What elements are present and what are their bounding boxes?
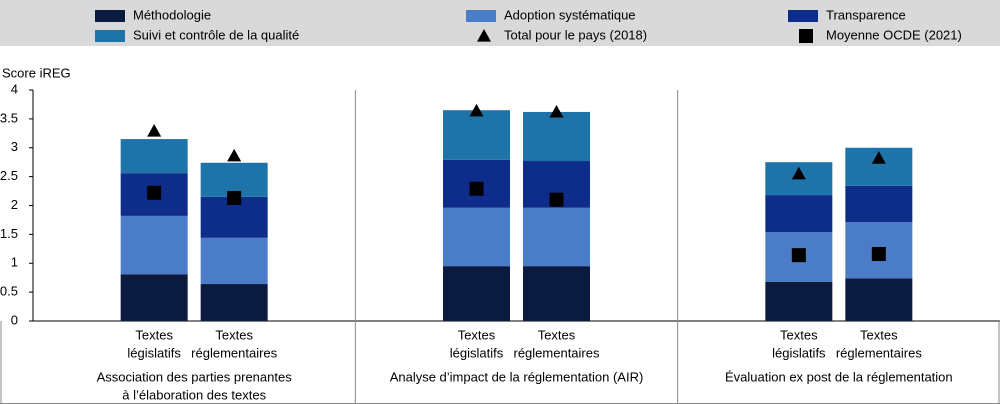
legend-label: Transparence xyxy=(826,7,906,22)
y-tick-label: 0.5 xyxy=(0,284,18,299)
square-marker xyxy=(147,185,162,200)
y-axis-label: Score iREG xyxy=(2,65,71,80)
group-label: Évaluation ex post de la réglementation xyxy=(725,369,953,384)
legend-label: Suivi et contrôle de la qualité xyxy=(133,27,299,42)
x-tick-label: réglementaires xyxy=(836,345,922,360)
square-marker xyxy=(549,192,564,207)
bar-segment xyxy=(523,266,590,321)
x-tick-label: législatifs xyxy=(772,345,826,360)
group-label: Association des parties prenantes xyxy=(97,369,293,384)
bar-segment xyxy=(845,185,913,223)
bar-segment xyxy=(523,111,590,162)
bar-segment xyxy=(120,139,188,174)
x-tick-label: Textes xyxy=(458,327,496,342)
legend-label: Total pour le pays (2018) xyxy=(504,27,647,42)
triangle-marker xyxy=(871,151,886,164)
bar-segment xyxy=(443,266,510,321)
triangle-marker xyxy=(791,166,806,180)
bar-segment xyxy=(443,110,510,160)
x-tick-label: législatifs xyxy=(127,345,181,360)
bar-segment xyxy=(845,278,913,321)
triangle-marker xyxy=(227,148,242,162)
y-tick-label: 1.5 xyxy=(0,226,18,241)
legend-marker xyxy=(477,29,491,42)
x-tick-label: Textes xyxy=(215,327,253,342)
group-label: Analyse d’impact de la réglementation (A… xyxy=(390,369,644,384)
legend-box xyxy=(0,0,1000,46)
bar-segment xyxy=(765,195,833,233)
legend-swatch xyxy=(466,10,496,22)
legend-label: Méthodologie xyxy=(133,7,211,22)
bar-segment xyxy=(200,284,268,321)
square-marker xyxy=(469,181,484,196)
bar-segment xyxy=(200,237,268,285)
triangle-marker xyxy=(549,104,564,118)
group-label: à l’élaboration des textes xyxy=(122,387,266,402)
bar-segment xyxy=(120,215,188,275)
x-tick-label: réglementaires xyxy=(514,345,600,360)
legend-swatch xyxy=(95,10,125,22)
legend-label: Moyenne OCDE (2021) xyxy=(826,27,962,42)
x-tick-label: réglementaires xyxy=(191,345,277,360)
bar-segment xyxy=(523,207,590,267)
triangle-marker xyxy=(147,124,162,137)
x-tick-label: Textes xyxy=(860,327,898,342)
y-tick-label: 0 xyxy=(11,312,18,327)
bar-segment xyxy=(120,274,188,321)
bar-segment xyxy=(765,281,833,321)
y-tick-label: 3.5 xyxy=(0,110,18,125)
legend-swatch xyxy=(95,30,125,42)
square-marker xyxy=(227,190,242,205)
y-tick-label: 2.5 xyxy=(0,168,18,183)
y-tick-label: 4 xyxy=(11,81,18,96)
x-tick-label: Textes xyxy=(780,327,818,342)
y-tick-label: 2 xyxy=(11,197,18,212)
legend-label: Adoption systématique xyxy=(504,7,636,22)
y-tick-label: 1 xyxy=(11,255,18,270)
square-marker xyxy=(871,247,886,262)
legend-marker xyxy=(799,29,813,43)
bar-segment xyxy=(443,207,510,267)
legend-swatch xyxy=(788,10,818,22)
x-tick-label: Textes xyxy=(538,327,576,342)
x-tick-label: Textes xyxy=(135,327,173,342)
y-tick-label: 3 xyxy=(11,139,18,154)
square-marker xyxy=(791,248,806,263)
x-tick-label: législatifs xyxy=(450,345,504,360)
triangle-marker xyxy=(469,103,484,117)
